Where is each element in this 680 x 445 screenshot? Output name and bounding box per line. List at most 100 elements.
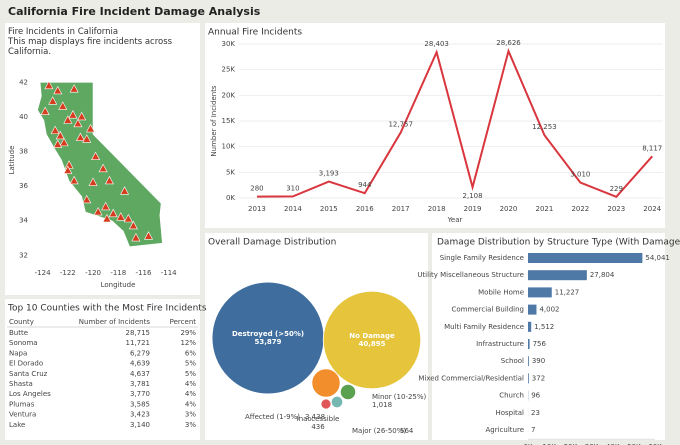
bar	[528, 253, 643, 263]
x-tick-label: 0K	[523, 443, 532, 445]
table-cell: 11,721	[126, 339, 151, 347]
data-label: 372	[532, 374, 545, 382]
fire-marker	[101, 201, 111, 211]
data-label: 280	[250, 185, 263, 193]
table-cell: 4%	[185, 380, 196, 388]
data-label: 2,108	[463, 192, 483, 200]
fire-marker	[131, 232, 141, 242]
x-tick-label: 2021	[536, 205, 554, 213]
data-label: 28,403	[424, 40, 449, 48]
x-tick-label: 30K	[585, 443, 599, 445]
x-tick-label: 2018	[428, 205, 446, 213]
x-tick-label: 40K	[606, 443, 620, 445]
table-cell: Santa Cruz	[9, 370, 48, 378]
x-tick-label: 2020	[500, 205, 518, 213]
table-cell: 4%	[185, 390, 196, 398]
bubble-label: Affected (1-9%)	[245, 413, 300, 421]
y-axis-title: Number of Incidents	[210, 85, 218, 157]
bubble-label: Minor (10-25%)	[372, 393, 427, 401]
bubble	[330, 395, 344, 409]
table-cell: 3%	[185, 421, 196, 429]
dashboard-title: California Fire Incident Damage Analysis	[8, 5, 261, 18]
fire-marker	[108, 208, 118, 218]
table-panel	[5, 299, 200, 440]
fire-marker	[48, 96, 58, 105]
y-tick-label: 34	[19, 217, 28, 225]
x-tick-label: 2019	[464, 205, 482, 213]
x-axis-title: Year	[447, 216, 463, 224]
table-cell: 3,781	[130, 380, 150, 388]
fire-marker	[82, 194, 92, 204]
bubble	[339, 383, 357, 401]
data-label: 12,757	[388, 121, 413, 129]
data-label: 8,117	[642, 144, 662, 152]
fire-marker	[40, 106, 50, 116]
x-tick-label: 2015	[320, 205, 338, 213]
bar-title: Damage Distribution by Structure Type (W…	[437, 238, 680, 248]
fire-marker	[98, 163, 108, 173]
fire-marker	[50, 125, 60, 135]
fire-marker	[69, 84, 79, 93]
table-cell: 3,770	[130, 390, 150, 398]
fire-marker	[144, 231, 154, 240]
x-tick-label: 60K	[648, 443, 662, 445]
table-cell: 3,585	[130, 400, 150, 408]
data-label: 96	[531, 392, 540, 400]
table-cell: Lake	[9, 421, 25, 429]
fire-marker	[102, 213, 112, 223]
fire-marker	[75, 132, 85, 141]
y-tick-label: Utility Miscellaneous Structure	[417, 271, 524, 279]
y-tick-label: 30K	[222, 40, 236, 48]
x-tick-label: -122	[60, 269, 76, 277]
y-tick-label: 15K	[222, 117, 236, 125]
fire-marker	[120, 186, 130, 195]
table-cell: Ventura	[9, 411, 36, 419]
fire-marker	[53, 85, 63, 95]
y-tick-label: 40	[19, 113, 28, 121]
data-label: 12,253	[532, 123, 557, 131]
line-title: Annual Fire Incidents	[208, 28, 302, 38]
y-tick-label: Hospital	[495, 409, 524, 417]
fire-marker	[88, 177, 98, 186]
x-tick-label: 10K	[542, 443, 556, 445]
table-cell: 28,715	[126, 329, 151, 337]
bubble-label: Inaccessible	[297, 415, 340, 423]
y-tick-label: Commercial Building	[452, 306, 525, 314]
map-subtitle: This map displays fire incidents across …	[8, 37, 173, 57]
x-tick-label: -118	[110, 269, 126, 277]
table-cell: El Dorado	[9, 360, 43, 368]
fire-marker	[73, 118, 83, 128]
y-tick-label: 36	[19, 182, 28, 190]
y-tick-label: 5K	[226, 168, 235, 176]
table-cell: Plumas	[9, 400, 35, 408]
data-label: 54,041	[645, 254, 670, 262]
bubble-value: 564	[400, 427, 414, 435]
bar	[528, 373, 529, 384]
data-label: 11,227	[555, 288, 580, 296]
table-cell: Sonoma	[9, 339, 38, 347]
table-cell: 4,637	[130, 370, 150, 378]
x-tick-label: -120	[85, 269, 101, 277]
fire-marker	[77, 111, 87, 121]
data-label: 390	[532, 357, 545, 365]
y-tick-label: Infrastructure	[476, 340, 524, 348]
data-label: 229	[610, 185, 623, 193]
x-tick-label: 2017	[392, 205, 410, 213]
x-tick-label: 2024	[643, 205, 661, 213]
x-tick-label: 2022	[571, 205, 589, 213]
y-tick-label: 38	[19, 148, 28, 156]
data-label: 7	[531, 426, 535, 434]
fire-marker	[116, 212, 126, 221]
data-label: 4,002	[539, 306, 559, 314]
line-series	[256, 47, 653, 199]
bubble-label: Major (26-50%)	[352, 427, 406, 435]
x-tick-label: 2013	[248, 205, 266, 213]
y-tick-label: 25K	[222, 66, 236, 74]
fire-marker	[55, 130, 65, 140]
y-tick-label: Church	[499, 392, 524, 400]
fire-marker	[86, 123, 96, 133]
fire-marker	[53, 139, 63, 148]
bubble-value: 1,018	[372, 401, 392, 409]
